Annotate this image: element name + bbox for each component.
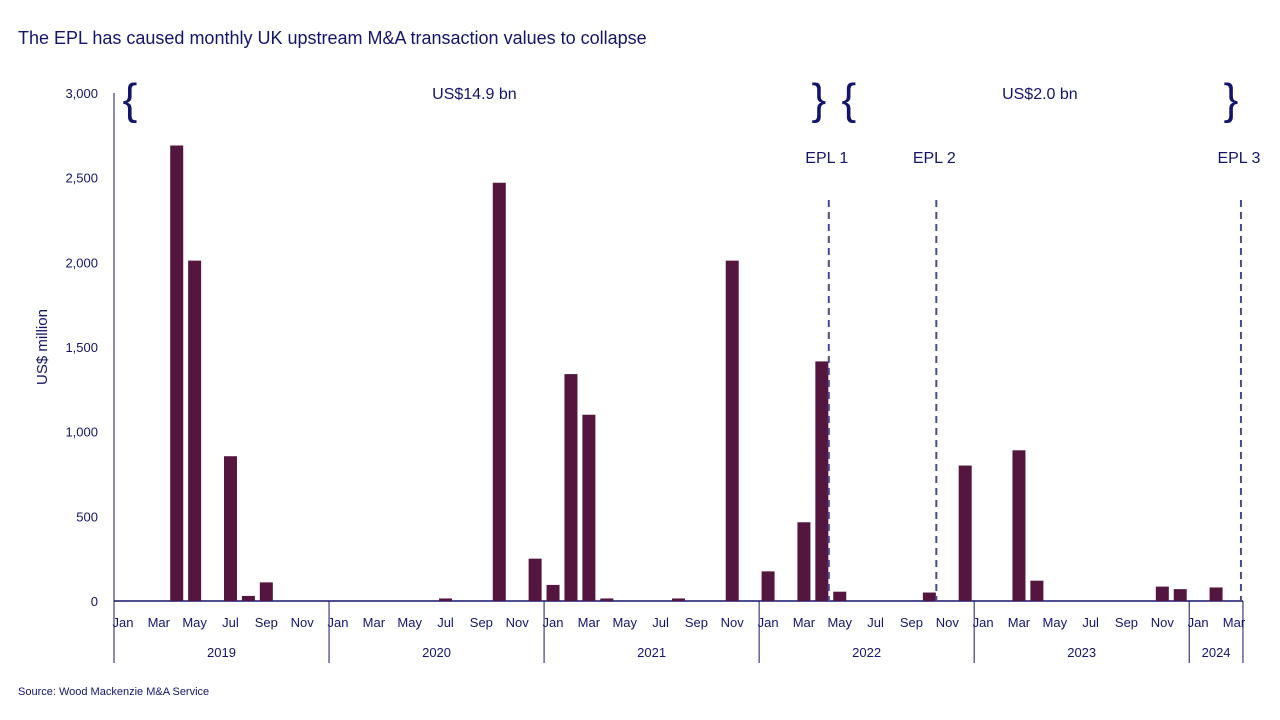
x-tick-label: Mar	[793, 615, 816, 630]
bar	[815, 361, 829, 601]
right-brace: }	[1224, 75, 1239, 124]
x-tick-label: Jul	[437, 615, 454, 630]
bar	[439, 598, 453, 601]
bar	[725, 260, 739, 601]
x-tick-label: Sep	[900, 615, 923, 630]
x-tick-label: Nov	[721, 615, 745, 630]
y-tick-label: 1,500	[65, 340, 98, 355]
x-tick-label: Jan	[758, 615, 779, 630]
epl-label: EPL 3	[1217, 150, 1260, 167]
x-tick-label: Sep	[1115, 615, 1138, 630]
left-brace: {	[841, 75, 856, 124]
x-tick-label: Jul	[652, 615, 669, 630]
x-tick-label: Jul	[867, 615, 884, 630]
x-tick-label: Jan	[112, 615, 133, 630]
x-tick-label: Nov	[936, 615, 960, 630]
x-tick-label: May	[1043, 615, 1068, 630]
bar	[492, 182, 506, 601]
bar	[671, 598, 685, 601]
bar	[1030, 580, 1044, 601]
bar	[958, 465, 972, 601]
bar	[188, 260, 202, 601]
bar	[797, 522, 811, 601]
x-tick-label: Jan	[973, 615, 994, 630]
y-tick-label: 2,500	[65, 171, 98, 186]
x-tick-label: Jul	[222, 615, 239, 630]
chart-title: The EPL has caused monthly UK upstream M…	[18, 28, 647, 48]
bar	[1173, 589, 1187, 601]
year-label: 2019	[207, 645, 236, 660]
period-total-label: US$14.9 bn	[432, 86, 517, 103]
x-tick-label: May	[827, 615, 852, 630]
y-tick-label: 1,000	[65, 425, 98, 440]
x-tick-label: Jan	[328, 615, 349, 630]
x-tick-label: Sep	[470, 615, 493, 630]
year-label: 2020	[422, 645, 451, 660]
bar	[1012, 450, 1026, 601]
bar	[1209, 587, 1223, 601]
y-tick-label: 2,000	[65, 255, 98, 270]
bar	[241, 595, 255, 601]
x-tick-label: Mar	[578, 615, 601, 630]
y-tick-label: 500	[76, 509, 98, 524]
x-tick-label: Jul	[1082, 615, 1099, 630]
bar	[170, 145, 184, 601]
right-brace: }	[811, 75, 826, 124]
y-tick-label: 0	[91, 594, 98, 609]
bar	[761, 571, 775, 601]
source-note: Source: Wood Mackenzie M&A Service	[18, 686, 210, 698]
x-tick-label: Sep	[685, 615, 708, 630]
x-tick-label: Jan	[543, 615, 564, 630]
x-tick-label: Mar	[1223, 615, 1246, 630]
year-label: 2021	[637, 645, 666, 660]
bar	[833, 591, 847, 601]
x-tick-label: Sep	[255, 615, 278, 630]
y-tick-label: 3,000	[65, 86, 98, 101]
x-tick-label: Jan	[1188, 615, 1209, 630]
bar	[600, 598, 614, 601]
x-tick-label: May	[612, 615, 637, 630]
x-tick-label: Mar	[148, 615, 171, 630]
year-label: 2022	[852, 645, 881, 660]
period-total-label: US$2.0 bn	[1002, 86, 1078, 103]
bar	[582, 414, 596, 601]
bar	[259, 582, 273, 601]
y-axis-label: US$ million	[34, 309, 51, 385]
x-tick-label: Mar	[363, 615, 386, 630]
x-tick-label: May	[397, 615, 422, 630]
bar	[528, 558, 542, 601]
bar	[546, 584, 560, 601]
year-label: 2023	[1067, 645, 1096, 660]
x-tick-label: Mar	[1008, 615, 1031, 630]
epl-label: EPL 1	[805, 150, 848, 167]
x-tick-label: Nov	[291, 615, 315, 630]
year-label: 2024	[1202, 645, 1231, 660]
x-tick-label: May	[182, 615, 207, 630]
x-tick-label: Nov	[506, 615, 530, 630]
bar	[223, 456, 237, 601]
left-brace: {	[123, 75, 138, 124]
bar	[922, 592, 936, 601]
x-tick-label: Nov	[1151, 615, 1175, 630]
bar	[1155, 586, 1169, 601]
epl-label: EPL 2	[913, 150, 956, 167]
bar	[564, 374, 578, 601]
